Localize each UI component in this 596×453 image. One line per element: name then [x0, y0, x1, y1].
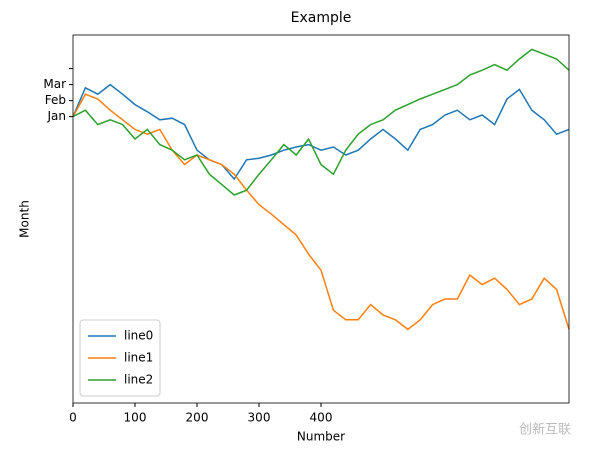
legend-label: line1: [124, 351, 153, 365]
chart-title: Example: [291, 10, 352, 26]
y-tick-label: Mar: [43, 77, 66, 91]
x-axis-label: Number: [297, 430, 345, 444]
x-tick-label: 400: [310, 411, 333, 425]
legend-label: line0: [124, 329, 153, 343]
legend-label: line2: [124, 373, 153, 387]
legend-box: [79, 319, 161, 397]
x-tick-label: 200: [186, 411, 209, 425]
y-tick-label: Jan: [47, 109, 67, 123]
watermark: 创新互联: [519, 422, 571, 438]
x-tick-label: 300: [248, 411, 271, 425]
line-series: [72, 83, 570, 181]
y-axis-label: Month: [18, 200, 32, 238]
x-tick-label: 100: [124, 411, 147, 425]
line-series: [72, 93, 570, 331]
line-series: [72, 48, 570, 196]
plot-frame: [72, 34, 570, 404]
x-tick-label: 0: [69, 411, 77, 425]
y-tick-label: Feb: [45, 93, 66, 107]
